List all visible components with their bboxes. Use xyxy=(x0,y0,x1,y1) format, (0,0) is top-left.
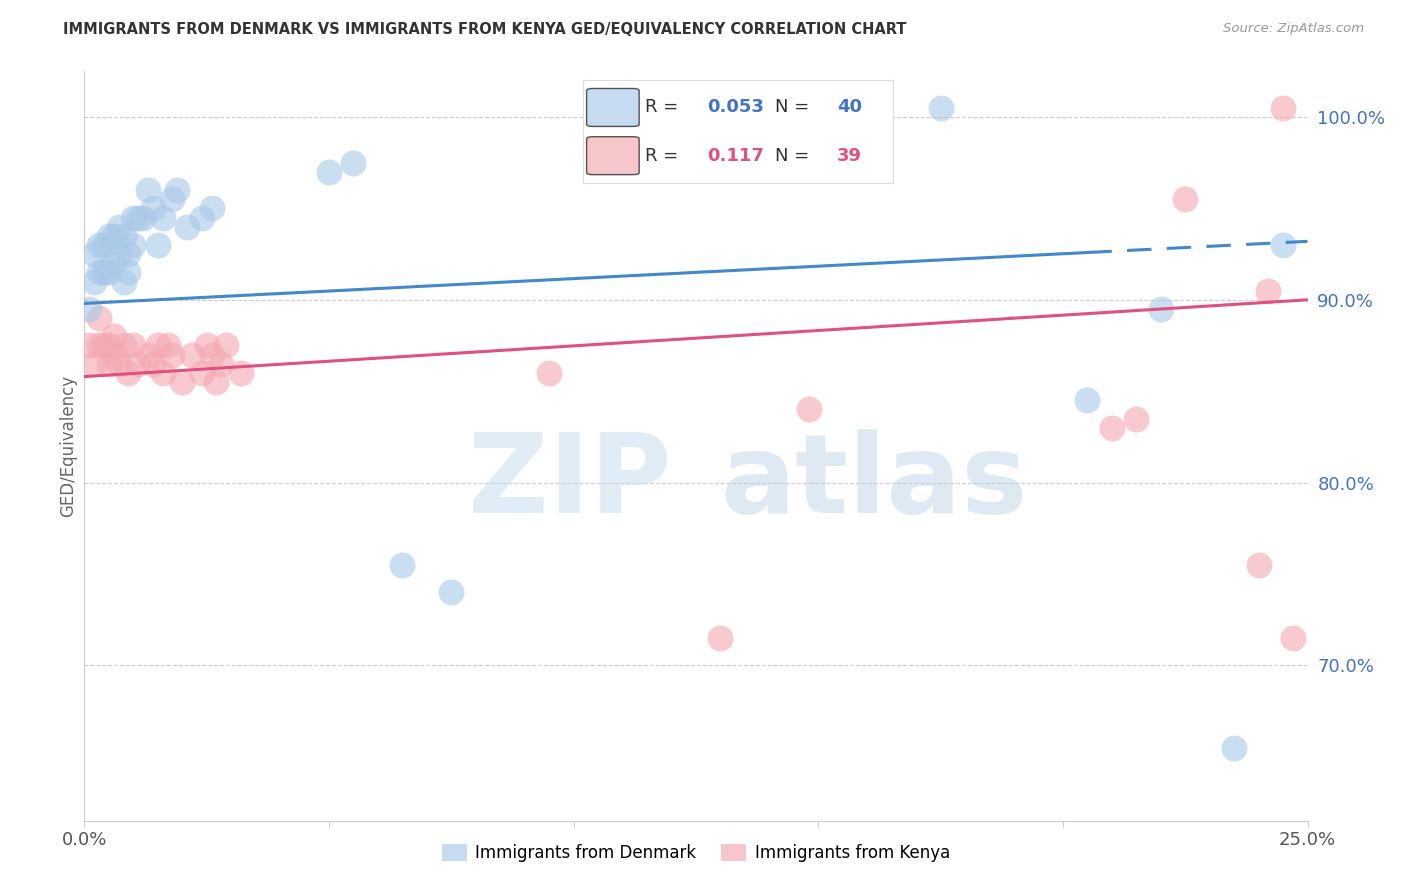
Point xyxy=(1101,421,1123,435)
Point xyxy=(77,301,100,316)
Point xyxy=(205,375,228,389)
Point xyxy=(1282,631,1305,645)
Point xyxy=(152,211,174,225)
Point xyxy=(83,275,105,289)
Point xyxy=(117,366,139,380)
Point xyxy=(1272,101,1295,115)
Point xyxy=(112,228,135,243)
Point xyxy=(1247,558,1270,572)
Point xyxy=(132,211,155,225)
Text: atlas: atlas xyxy=(720,429,1028,536)
Point xyxy=(146,338,169,352)
Text: 40: 40 xyxy=(837,98,862,117)
Text: 0.117: 0.117 xyxy=(707,146,763,165)
Point xyxy=(87,265,110,279)
Point xyxy=(200,202,222,216)
Point xyxy=(191,211,214,225)
Point xyxy=(136,183,159,197)
Point xyxy=(1076,393,1098,408)
Point xyxy=(156,338,179,352)
Point xyxy=(1257,284,1279,298)
Point xyxy=(112,275,135,289)
Point xyxy=(195,338,218,352)
Point xyxy=(1125,411,1147,425)
Point xyxy=(209,357,232,371)
Point xyxy=(112,338,135,352)
Point xyxy=(103,228,125,243)
Text: N =: N = xyxy=(775,146,810,165)
Point xyxy=(1174,192,1197,206)
Point xyxy=(87,238,110,252)
Point xyxy=(162,192,184,206)
Point xyxy=(83,357,105,371)
Point xyxy=(103,256,125,270)
Point xyxy=(117,247,139,261)
Point xyxy=(709,631,731,645)
Point xyxy=(103,348,125,362)
Point xyxy=(77,338,100,352)
Point xyxy=(440,585,463,599)
Point xyxy=(107,357,129,371)
Point xyxy=(83,247,105,261)
Point xyxy=(318,165,340,179)
FancyBboxPatch shape xyxy=(586,136,640,175)
Point xyxy=(1223,740,1246,755)
Point xyxy=(127,211,149,225)
Point xyxy=(93,265,115,279)
Point xyxy=(538,366,561,380)
Point xyxy=(117,265,139,279)
Text: ZIP: ZIP xyxy=(468,429,672,536)
Text: IMMIGRANTS FROM DENMARK VS IMMIGRANTS FROM KENYA GED/EQUIVALENCY CORRELATION CHA: IMMIGRANTS FROM DENMARK VS IMMIGRANTS FR… xyxy=(63,22,907,37)
Point xyxy=(162,348,184,362)
Point xyxy=(107,247,129,261)
Point xyxy=(142,357,165,371)
Text: N =: N = xyxy=(775,98,810,117)
Point xyxy=(176,219,198,234)
Y-axis label: GED/Equivalency: GED/Equivalency xyxy=(59,375,77,517)
Text: R =: R = xyxy=(645,146,679,165)
Point xyxy=(107,219,129,234)
Point xyxy=(166,183,188,197)
Point xyxy=(152,366,174,380)
Text: Source: ZipAtlas.com: Source: ZipAtlas.com xyxy=(1223,22,1364,36)
Point xyxy=(136,348,159,362)
Point xyxy=(797,402,820,417)
Point xyxy=(97,357,120,371)
Legend: Immigrants from Denmark, Immigrants from Kenya: Immigrants from Denmark, Immigrants from… xyxy=(436,837,956,869)
Point xyxy=(97,338,120,352)
Point xyxy=(93,338,115,352)
Text: R =: R = xyxy=(645,98,679,117)
Point xyxy=(229,366,252,380)
Point xyxy=(181,348,204,362)
Point xyxy=(122,238,145,252)
Point xyxy=(146,238,169,252)
Point xyxy=(191,366,214,380)
Point xyxy=(122,211,145,225)
Point xyxy=(93,238,115,252)
Point xyxy=(1150,301,1173,316)
Point xyxy=(215,338,238,352)
Point xyxy=(97,228,120,243)
Point xyxy=(391,558,413,572)
Text: 0.053: 0.053 xyxy=(707,98,763,117)
Text: 39: 39 xyxy=(837,146,862,165)
FancyBboxPatch shape xyxy=(586,88,640,127)
Point xyxy=(200,348,222,362)
Point xyxy=(103,329,125,343)
Point xyxy=(1272,238,1295,252)
Point xyxy=(142,202,165,216)
Point xyxy=(831,101,853,115)
Point xyxy=(122,338,145,352)
Point xyxy=(87,311,110,326)
Point xyxy=(929,101,952,115)
Point xyxy=(342,155,364,169)
Point xyxy=(87,338,110,352)
Point xyxy=(97,265,120,279)
Point xyxy=(127,357,149,371)
Point xyxy=(172,375,194,389)
